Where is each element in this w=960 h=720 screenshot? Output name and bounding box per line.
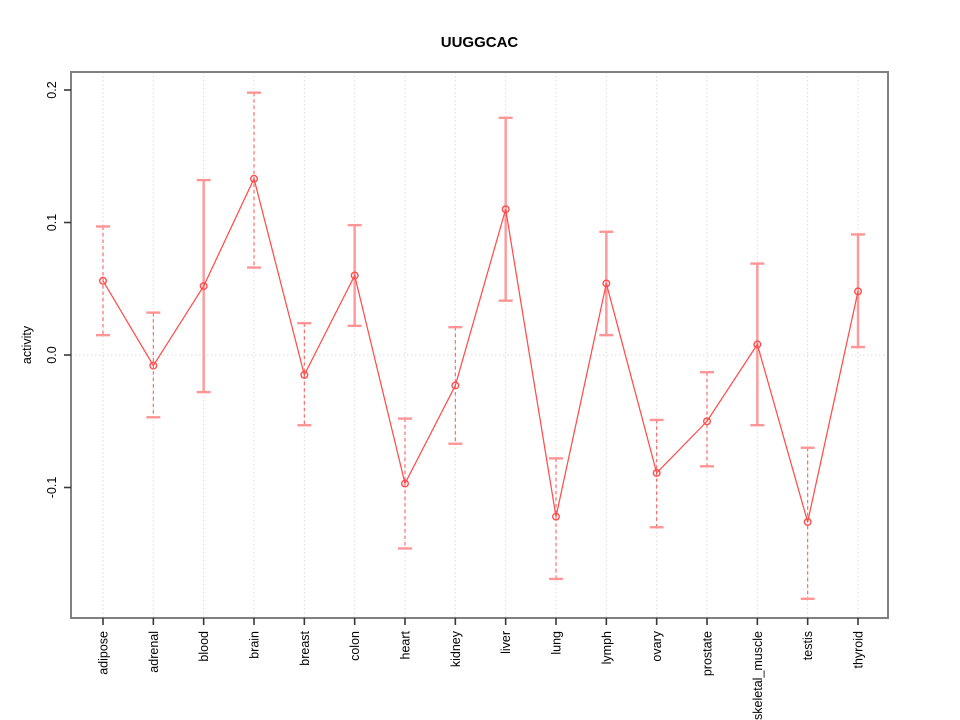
x-tick-label-breast: breast bbox=[298, 630, 312, 665]
x-tick-label-colon: colon bbox=[348, 631, 362, 661]
x-tick-label-kidney: kidney bbox=[449, 630, 463, 667]
x-tick-label-prostate: prostate bbox=[701, 631, 715, 676]
x-tick-label-adipose: adipose bbox=[97, 631, 111, 675]
data-point-adipose bbox=[98, 276, 107, 285]
x-tick-label-lymph: lymph bbox=[600, 631, 614, 664]
data-point-blood bbox=[199, 282, 208, 291]
x-tick-label-thyroid: thyroid bbox=[852, 631, 866, 669]
x-tick-label-liver: liver bbox=[499, 631, 513, 654]
data-point-kidney bbox=[451, 381, 460, 390]
y-tick-label: 0.0 bbox=[45, 346, 59, 363]
x-tick-label-heart: heart bbox=[399, 630, 413, 659]
y-tick-label: 0.2 bbox=[45, 81, 59, 98]
x-tick-label-testis: testis bbox=[801, 631, 815, 660]
y-axis-label: activity bbox=[20, 325, 34, 364]
series-line bbox=[102, 176, 859, 523]
x-tick-label-blood: blood bbox=[197, 631, 211, 662]
data-point-colon bbox=[350, 271, 359, 280]
chart-title: UUGGCAC bbox=[441, 34, 519, 51]
x-tick-label-adrenal: adrenal bbox=[147, 631, 161, 673]
x-tick-label-skeletal_muscle: skeletal_muscle bbox=[751, 631, 765, 720]
data-point-brain bbox=[249, 174, 258, 183]
data-point-testis bbox=[803, 517, 812, 526]
data-point-lymph bbox=[602, 279, 611, 288]
data-point-prostate bbox=[703, 417, 712, 426]
x-tick-label-lung: lung bbox=[550, 631, 564, 655]
data-point-skeletal_muscle bbox=[753, 340, 762, 349]
y-tick-label: 0.1 bbox=[45, 214, 59, 231]
data-point-ovary bbox=[652, 468, 661, 477]
data-point-adrenal bbox=[149, 361, 158, 370]
y-tick-label: -0.1 bbox=[45, 477, 59, 499]
data-point-thyroid bbox=[854, 287, 863, 296]
data-point-lung bbox=[552, 512, 561, 521]
x-tick-label-ovary: ovary bbox=[650, 630, 664, 661]
data-point-liver bbox=[501, 205, 510, 214]
data-point-breast bbox=[300, 370, 309, 379]
x-tick-label-brain: brain bbox=[248, 631, 262, 659]
data-point-heart bbox=[401, 479, 410, 488]
plot-frame bbox=[70, 71, 889, 619]
